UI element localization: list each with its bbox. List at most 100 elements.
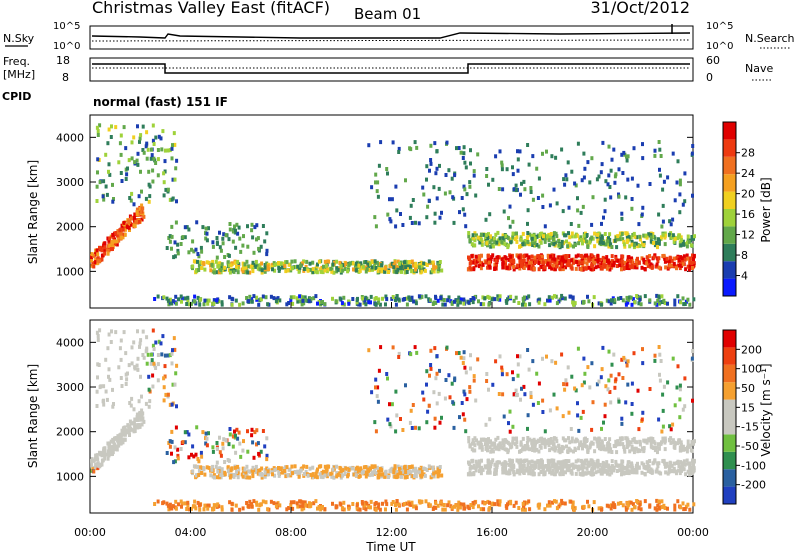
velocity-cell — [612, 352, 616, 357]
power-cell — [121, 227, 125, 232]
velocity-cell — [638, 442, 642, 447]
power-cell — [657, 212, 661, 217]
velocity-cell — [691, 349, 695, 353]
velocity-cell — [266, 507, 270, 512]
power-cell — [107, 162, 111, 167]
power-cell — [500, 240, 504, 245]
power-cell — [649, 239, 653, 244]
power-cell — [632, 231, 636, 236]
power-cell — [374, 302, 378, 307]
power-cell — [490, 237, 494, 242]
velocity-cell — [246, 475, 250, 480]
velocity-cell — [494, 359, 498, 364]
velocity-cell — [563, 501, 567, 506]
velocity-cell — [570, 436, 574, 441]
power-cell — [100, 257, 104, 262]
velocity-cell — [691, 458, 694, 463]
velocity-cell — [568, 464, 572, 469]
power-cell — [649, 232, 653, 237]
power-cell — [547, 257, 551, 262]
power-cell — [189, 301, 193, 306]
velocity-cell — [195, 425, 199, 430]
power-cell — [512, 260, 516, 265]
velocity-cell — [193, 504, 197, 509]
power-cell — [153, 297, 157, 301]
velocity-cell — [412, 504, 416, 509]
power-cell — [145, 156, 149, 161]
power-cell — [612, 147, 616, 152]
power-cell — [582, 233, 586, 238]
velocity-cell — [467, 439, 471, 444]
power-cell — [591, 195, 595, 200]
velocity-cell — [610, 362, 614, 367]
power-cell — [422, 192, 426, 197]
power-cell — [109, 247, 113, 252]
power-cell — [531, 263, 535, 268]
power-cell — [670, 263, 674, 268]
freq-tick-top: 18 — [56, 54, 70, 67]
power-cell — [665, 256, 669, 261]
power-cell — [603, 232, 607, 236]
velocity-cell — [468, 389, 472, 394]
power-cell — [163, 148, 167, 153]
velocity-cell — [480, 447, 484, 452]
colorbar-segment — [723, 382, 736, 400]
velocity-cell — [291, 506, 295, 511]
velocity-cell — [593, 463, 597, 468]
velocity-cell — [536, 503, 540, 508]
velocity-cell — [539, 464, 543, 469]
power-cell — [462, 297, 466, 302]
velocity-cell — [689, 448, 693, 453]
velocity-cell — [575, 438, 579, 443]
power-cell — [344, 261, 348, 266]
velocity-cell — [228, 427, 232, 431]
power-cell — [519, 258, 522, 263]
power-cell — [663, 301, 667, 305]
velocity-cell — [174, 499, 178, 504]
velocity-cell — [289, 473, 293, 478]
power-cell — [459, 297, 463, 302]
velocity-cell — [501, 470, 505, 475]
power-cell — [369, 261, 373, 266]
power-cell — [615, 264, 619, 268]
power-cell — [569, 222, 573, 226]
velocity-cell — [241, 506, 245, 511]
velocity-cell — [526, 436, 530, 440]
velocity-cell — [682, 459, 686, 464]
velocity-cell — [260, 466, 264, 471]
velocity-cell — [367, 505, 371, 510]
velocity-cell — [668, 460, 672, 465]
velocity-cell — [560, 352, 564, 357]
power-cell — [487, 182, 490, 187]
velocity-cell — [305, 464, 309, 469]
power-cell — [251, 260, 255, 265]
velocity-cell — [537, 466, 541, 470]
power-cell — [667, 232, 671, 237]
velocity-cell — [436, 467, 440, 472]
velocity-cell — [250, 504, 254, 509]
velocity-cell — [661, 392, 665, 397]
power-cell — [536, 298, 540, 303]
velocity-cell — [651, 439, 655, 444]
velocity-cell — [299, 468, 302, 473]
power-cell — [488, 295, 491, 300]
velocity-cell — [227, 473, 231, 478]
velocity-cell — [672, 466, 676, 471]
velocity-cell — [351, 502, 355, 506]
velocity-cell — [420, 499, 424, 504]
velocity-cell — [471, 465, 475, 470]
velocity-cell — [170, 361, 174, 366]
power-cell — [516, 157, 520, 162]
colorbar-segment — [723, 330, 736, 348]
power-cell — [191, 239, 195, 244]
velocity-cell — [263, 474, 267, 479]
colorbar-tick-label: 4 — [741, 270, 748, 283]
velocity-cell — [500, 368, 504, 373]
velocity-cell — [256, 471, 260, 476]
velocity-cell — [369, 466, 373, 471]
power-cell — [327, 267, 331, 272]
power-cell — [371, 260, 375, 264]
power-cell — [652, 241, 656, 245]
power-cell — [195, 268, 198, 273]
velocity-cell — [443, 507, 447, 512]
